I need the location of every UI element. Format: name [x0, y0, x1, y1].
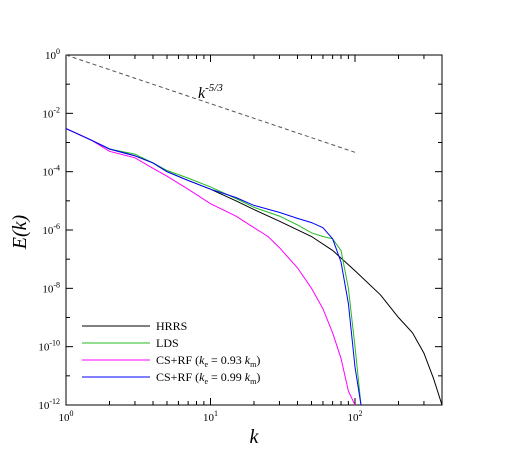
x-axis-label: k: [250, 426, 260, 448]
axis-ticks: [65, 54, 443, 406]
y-tick-label: 10-2: [42, 105, 60, 120]
series-line-2: [65, 128, 356, 406]
legend-label-0: HRRS: [156, 319, 187, 333]
plot-frame: [65, 54, 443, 406]
y-tick-label: 10-4: [42, 164, 60, 179]
y-tick-label: 100: [45, 47, 60, 62]
y-tick-label: 10-10: [38, 339, 60, 354]
legend-label-2: CS+RF (ke = 0.93 km): [156, 353, 260, 369]
legend: HRRS LDS CS+RF (ke = 0.93 km)CS+RF (ke = 0…: [82, 319, 260, 386]
series-line-1: [65, 128, 362, 406]
reference-slope-label: k-5/3: [198, 82, 223, 102]
x-tick-label: 102: [348, 409, 363, 424]
reference-slope-layer: k-5/3: [65, 54, 356, 153]
legend-label-3: CS+RF (ke = 0.99 km): [156, 370, 260, 386]
y-tick-label: 10-8: [42, 280, 60, 295]
legend-label-1: LDS: [156, 336, 179, 350]
series-line-3: [65, 128, 362, 406]
reference-slope-line: [65, 54, 356, 153]
y-tick-label: 10-6: [42, 222, 60, 237]
series-layer: [65, 128, 443, 406]
y-axis-label: E(k): [9, 214, 31, 250]
y-tick-label: 10-12: [38, 397, 60, 412]
x-tick-label: 101: [203, 409, 218, 424]
x-tick-label: 100: [59, 409, 74, 424]
